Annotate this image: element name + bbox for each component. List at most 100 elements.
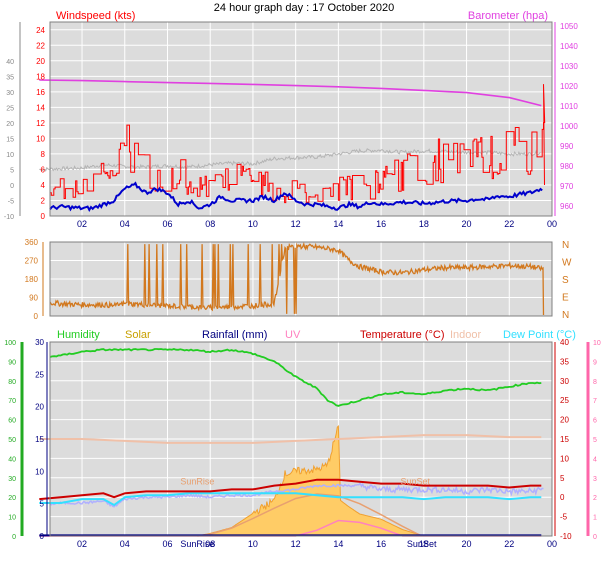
barometer-tick-label: 970 <box>560 182 574 191</box>
wind-tick-label: 6 <box>41 165 46 174</box>
wind-tick-label: 14 <box>36 103 45 112</box>
uv-tick-label: 2 <box>593 495 597 502</box>
rainfall-tick-label: 30 <box>35 338 44 347</box>
temperature-tick-label: 40 <box>560 338 569 347</box>
gust-line <box>50 84 546 204</box>
x-tick-label: 10 <box>248 219 258 229</box>
x-tick-label: 20 <box>462 539 472 549</box>
wind-tick-label: 4 <box>41 181 46 190</box>
rainfall-tick-label: 5 <box>40 500 45 509</box>
sun-time-label: SunRise <box>180 539 214 549</box>
grey-tick-label: 0 <box>10 183 14 190</box>
x-tick-label: 02 <box>77 219 87 229</box>
uv-tick-label: 6 <box>593 418 597 425</box>
multi-series-group <box>39 348 544 537</box>
humidity-tick-label: 0 <box>12 534 16 541</box>
x-tick-label: 12 <box>291 219 301 229</box>
grey-tick-label: 10 <box>6 152 14 159</box>
direction-tick-label: 0 <box>34 312 39 321</box>
temperature-tick-label: 25 <box>560 396 569 405</box>
apparent-temperature-line <box>49 481 544 508</box>
uv-tick-label: 3 <box>593 476 597 483</box>
x-tick-label: 04 <box>120 219 130 229</box>
legend-entry: Solar <box>125 329 151 341</box>
rainfall-tick-label: 25 <box>35 370 44 379</box>
x-tick-label: 06 <box>162 219 172 229</box>
humidity-tick-label: 40 <box>8 456 16 463</box>
page-title: 24 hour graph day : 17 October 2020 <box>214 2 394 14</box>
x-tick-label: 12 <box>291 539 301 549</box>
temperature-tick-label: 30 <box>560 377 569 386</box>
barometer-tick-label: 990 <box>560 142 574 151</box>
temperature-tick-label: -10 <box>560 532 572 541</box>
x-tick-label: 04 <box>120 539 130 549</box>
humidity-tick-label: 100 <box>4 340 16 347</box>
compass-label: N <box>562 310 569 321</box>
sun-time-label: SunSet <box>407 539 437 549</box>
grey-tick-label: 35 <box>6 74 14 81</box>
barometer-tick-label: 960 <box>560 202 574 211</box>
wind-tick-label: 24 <box>36 26 45 35</box>
grey-tick-label: 20 <box>6 121 14 128</box>
barometer-axis-title: Barometer (hpa) <box>468 10 548 22</box>
uv-tick-label: 0 <box>593 534 597 541</box>
temperature-tick-label: -5 <box>560 513 568 522</box>
x-tick-label: 08 <box>205 539 215 549</box>
x-tick-label: 10 <box>248 539 258 549</box>
plot-frame <box>49 21 553 217</box>
dew-point-line <box>39 492 542 507</box>
humidity-tick-label: 90 <box>8 359 16 366</box>
humidity-tick-label: 70 <box>8 398 16 405</box>
humidity-tick-label: 50 <box>8 437 16 444</box>
x-tick-label: 02 <box>77 539 87 549</box>
rainfall-tick-label: 0 <box>40 532 45 541</box>
multi-legend: Humidity Solar Rainfall (mm) UV Temperature … <box>57 329 576 341</box>
uv-tick-label: 8 <box>593 379 597 386</box>
wind-tick-label: 18 <box>36 72 45 81</box>
barometer-tick-label: 1010 <box>560 102 578 111</box>
barometer-tick-label: 1030 <box>560 62 578 71</box>
direction-tick-label: 180 <box>25 275 39 284</box>
x-tick-label: 18 <box>419 539 429 549</box>
wind-tick-label: 10 <box>36 134 45 143</box>
indoor-line <box>39 434 542 444</box>
x-tick-label: 16 <box>376 539 386 549</box>
direction-line <box>49 241 545 316</box>
barometer-tick-label: 1000 <box>560 122 578 131</box>
barometer-tick-label: 1050 <box>560 22 578 31</box>
direction-tick-label: 90 <box>29 294 38 303</box>
wind-series-group <box>39 79 546 212</box>
legend-entry: Indoor <box>450 329 482 341</box>
x-tick-label: 14 <box>333 219 343 229</box>
compass-label: W <box>562 258 572 269</box>
wind-tick-label: 22 <box>36 41 45 50</box>
legend-entry: Rainfall (mm) <box>202 329 267 341</box>
average-wind-line <box>49 181 543 212</box>
grey-tick-label: 5 <box>10 167 14 174</box>
multi-panel: 02 04 06 08 10 12 14 16 18 20 22 000102030405060708… <box>4 329 601 549</box>
humidity-line <box>49 348 542 407</box>
legend-entry: Temperature (°C) <box>360 329 444 341</box>
wind-panel: 02 04 06 08 10 12 14 16 18 20 22 000246810121416182… <box>4 10 578 229</box>
plot-frame <box>49 241 553 317</box>
humidity-tick-label: 80 <box>8 379 16 386</box>
barometer-tick-label: 1040 <box>560 42 578 51</box>
grey-tick-label: 25 <box>6 105 14 112</box>
rainfall-tick-label: 20 <box>35 403 44 412</box>
wind-tick-label: 20 <box>36 57 45 66</box>
compass-label: N <box>562 240 569 251</box>
x-tick-label: 06 <box>162 539 172 549</box>
humidity-tick-label: 20 <box>8 495 16 502</box>
legend-entry: Humidity <box>57 329 100 341</box>
uv-tick-label: 9 <box>593 359 597 366</box>
x-tick-label: 20 <box>462 219 472 229</box>
wind-axes: 02 04 06 08 10 12 14 16 18 20 22 000246810121416182… <box>4 21 578 229</box>
compass-label: S <box>562 275 569 286</box>
compass-label: E <box>562 293 569 304</box>
grey-tick-label: 30 <box>6 90 14 97</box>
temperature-tick-label: 0 <box>560 493 565 502</box>
wind-tick-label: 16 <box>36 88 45 97</box>
